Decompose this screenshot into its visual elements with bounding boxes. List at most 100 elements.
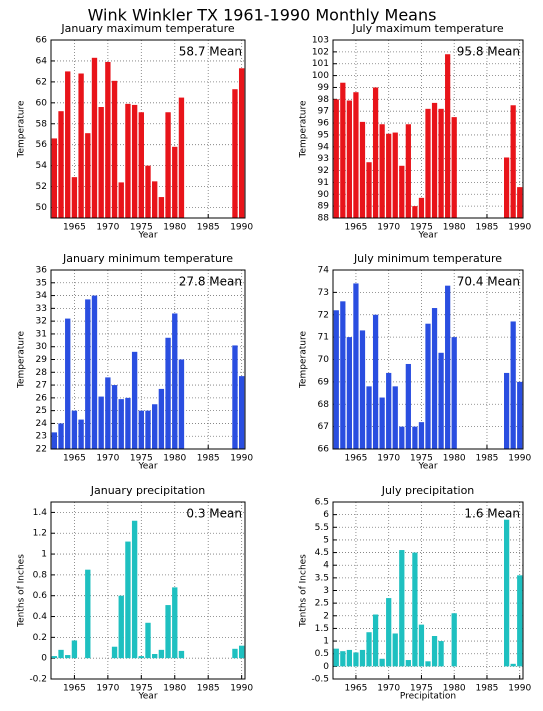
plot-frame bbox=[332, 39, 524, 219]
x-tick-label: 1965 bbox=[63, 684, 86, 694]
x-tick-label: 1965 bbox=[344, 684, 367, 694]
bar bbox=[178, 650, 185, 659]
y-tick-label: 1.2 bbox=[33, 529, 47, 539]
bar bbox=[125, 397, 131, 449]
y-tick-label: 72 bbox=[318, 310, 329, 320]
bar bbox=[418, 624, 425, 667]
bar bbox=[379, 658, 385, 667]
bar bbox=[386, 598, 392, 667]
bar bbox=[353, 283, 359, 449]
x-axis-label: Year bbox=[137, 462, 157, 472]
y-tick-label: 23 bbox=[36, 432, 47, 442]
y-tick-label: 4 bbox=[323, 561, 329, 571]
y-tick-label: 5 bbox=[323, 535, 329, 545]
bar bbox=[359, 330, 366, 449]
plot-frame bbox=[332, 501, 524, 680]
bar bbox=[340, 301, 346, 449]
bar bbox=[238, 68, 245, 218]
y-tick-label: 3.5 bbox=[315, 573, 329, 583]
x-tick-label: 1975 bbox=[410, 454, 433, 464]
bar bbox=[131, 351, 138, 449]
x-tick-label: 1980 bbox=[163, 684, 186, 694]
x-tick-label: 1985 bbox=[197, 684, 220, 694]
bar bbox=[98, 107, 104, 218]
bar bbox=[111, 385, 118, 449]
annotation: 1.6 Mean bbox=[464, 507, 520, 521]
x-tick-label: 1985 bbox=[197, 223, 220, 233]
y-tick-label: 3 bbox=[323, 586, 329, 596]
bar bbox=[504, 157, 510, 218]
y-tick-label: 90 bbox=[318, 190, 330, 200]
y-tick-label: 56 bbox=[36, 140, 48, 150]
bar bbox=[51, 432, 58, 449]
bar bbox=[366, 386, 372, 449]
x-tick-label: 1990 bbox=[230, 223, 253, 233]
y-axis-label: Tenths of Inches bbox=[299, 554, 309, 628]
bar bbox=[178, 359, 185, 449]
x-tick-label: 1975 bbox=[410, 223, 433, 233]
bar bbox=[418, 422, 425, 449]
chart-title: July maximum temperature bbox=[351, 22, 504, 35]
bar bbox=[399, 165, 405, 218]
y-tick-label: 2 bbox=[323, 611, 329, 621]
bar bbox=[405, 124, 411, 218]
bar bbox=[504, 519, 510, 667]
y-tick-label: 0.4 bbox=[33, 612, 48, 622]
y-tick-label: 28 bbox=[36, 368, 48, 378]
bar bbox=[158, 649, 165, 659]
y-tick-label: 1.5 bbox=[315, 624, 329, 634]
y-axis-label: Temperature bbox=[17, 100, 27, 158]
x-tick-label: 1970 bbox=[377, 454, 400, 464]
y-axis-label: Temperature bbox=[299, 100, 309, 158]
bar bbox=[118, 182, 124, 218]
bar bbox=[510, 663, 516, 667]
y-tick-label: 96 bbox=[318, 119, 330, 129]
plot-frame bbox=[50, 269, 246, 450]
y-tick-label: 0.2 bbox=[33, 633, 47, 643]
x-tick-label: 1980 bbox=[163, 223, 186, 233]
bar bbox=[158, 197, 165, 218]
y-tick-label: 0.5 bbox=[315, 649, 329, 659]
y-tick-label: 31 bbox=[36, 329, 47, 339]
y-tick-label: 101 bbox=[312, 59, 329, 69]
bar bbox=[504, 372, 510, 449]
y-tick-label: 102 bbox=[312, 47, 329, 57]
bar bbox=[232, 345, 238, 449]
bar bbox=[145, 410, 151, 449]
y-tick-label: -0.2 bbox=[29, 675, 47, 685]
y-tick-label: 93 bbox=[318, 154, 329, 164]
y-tick-label: 1 bbox=[41, 550, 47, 560]
bar bbox=[412, 426, 418, 449]
bar bbox=[346, 649, 352, 667]
y-tick-label: 99 bbox=[318, 83, 330, 93]
bar bbox=[379, 397, 385, 449]
x-tick-label: 1965 bbox=[63, 454, 86, 464]
x-tick-label: 1965 bbox=[344, 454, 367, 464]
bar bbox=[91, 295, 98, 449]
bar bbox=[405, 363, 411, 449]
x-tick-label: 1965 bbox=[344, 223, 367, 233]
bar bbox=[158, 388, 165, 449]
bar bbox=[353, 652, 359, 667]
y-axis-label: Temperature bbox=[17, 331, 27, 389]
bar bbox=[405, 660, 411, 667]
bar bbox=[65, 71, 71, 218]
bar bbox=[399, 550, 405, 667]
bar bbox=[372, 614, 379, 667]
bar bbox=[359, 649, 366, 667]
y-tick-label: 66 bbox=[318, 445, 330, 455]
bar bbox=[379, 124, 385, 218]
x-tick-label: 1975 bbox=[410, 684, 433, 694]
y-tick-label: 66 bbox=[36, 36, 48, 46]
x-tick-label: 1990 bbox=[508, 454, 531, 464]
y-tick-label: 62 bbox=[36, 77, 47, 87]
plot-frame bbox=[50, 501, 246, 680]
y-tick-label: 25 bbox=[36, 406, 47, 416]
bar bbox=[431, 636, 438, 667]
bar bbox=[517, 575, 523, 667]
bar bbox=[517, 187, 523, 218]
bar bbox=[438, 108, 444, 218]
bar bbox=[138, 410, 144, 449]
bar bbox=[232, 648, 238, 659]
bar bbox=[333, 99, 339, 218]
